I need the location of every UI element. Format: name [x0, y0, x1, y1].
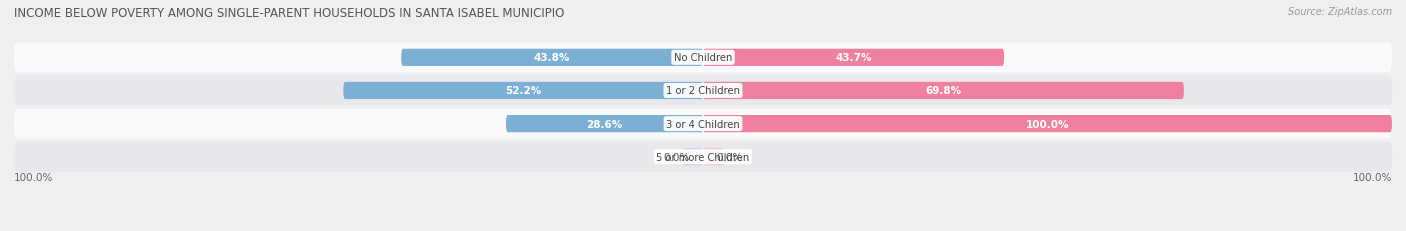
FancyBboxPatch shape — [703, 116, 1392, 133]
Legend: Single Father, Single Mother: Single Father, Single Mother — [606, 229, 800, 231]
FancyBboxPatch shape — [343, 82, 703, 100]
Text: 5 or more Children: 5 or more Children — [657, 152, 749, 162]
FancyBboxPatch shape — [14, 43, 1392, 73]
FancyBboxPatch shape — [506, 116, 703, 133]
Text: 100.0%: 100.0% — [1353, 173, 1392, 182]
FancyBboxPatch shape — [401, 49, 703, 67]
Text: Source: ZipAtlas.com: Source: ZipAtlas.com — [1288, 7, 1392, 17]
FancyBboxPatch shape — [703, 149, 724, 166]
Text: 52.2%: 52.2% — [505, 86, 541, 96]
FancyBboxPatch shape — [14, 76, 1392, 106]
Text: No Children: No Children — [673, 53, 733, 63]
Text: 0.0%: 0.0% — [664, 152, 689, 162]
Text: 43.8%: 43.8% — [534, 53, 571, 63]
Text: 43.7%: 43.7% — [835, 53, 872, 63]
Text: 1 or 2 Children: 1 or 2 Children — [666, 86, 740, 96]
Text: INCOME BELOW POVERTY AMONG SINGLE-PARENT HOUSEHOLDS IN SANTA ISABEL MUNICIPIO: INCOME BELOW POVERTY AMONG SINGLE-PARENT… — [14, 7, 564, 20]
Text: 100.0%: 100.0% — [1026, 119, 1069, 129]
FancyBboxPatch shape — [14, 142, 1392, 172]
FancyBboxPatch shape — [682, 149, 703, 166]
Text: 69.8%: 69.8% — [925, 86, 962, 96]
FancyBboxPatch shape — [703, 82, 1184, 100]
Text: 3 or 4 Children: 3 or 4 Children — [666, 119, 740, 129]
Text: 100.0%: 100.0% — [14, 173, 53, 182]
Text: 0.0%: 0.0% — [717, 152, 742, 162]
FancyBboxPatch shape — [703, 49, 1004, 67]
FancyBboxPatch shape — [14, 109, 1392, 139]
Text: 28.6%: 28.6% — [586, 119, 623, 129]
